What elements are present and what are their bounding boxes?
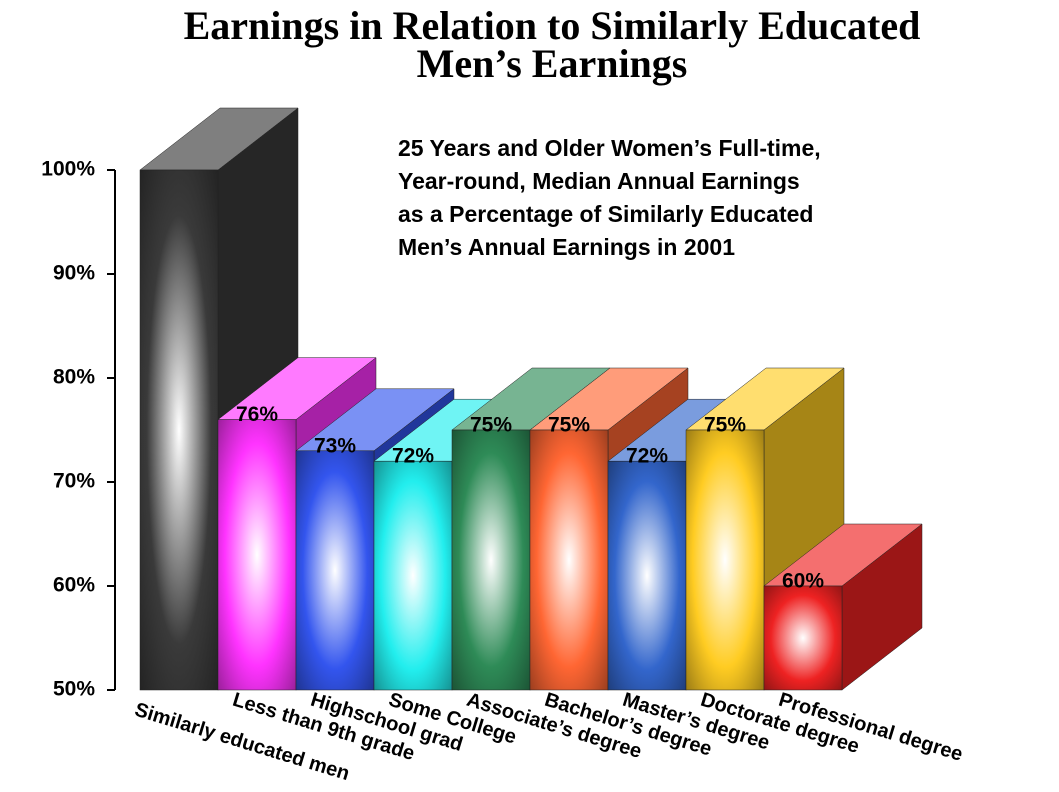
y-tick-label: 70% <box>53 470 95 493</box>
annotation: 25 Years and Older Women’s Full-time, <box>398 135 821 161</box>
value-label: 76% <box>236 403 278 426</box>
annotation: Men’s Annual Earnings in 2001 <box>398 234 735 260</box>
value-label: 75% <box>548 414 590 437</box>
value-label: 73% <box>314 434 356 457</box>
bar <box>373 460 453 691</box>
y-tick-label: 50% <box>53 678 95 701</box>
value-label: 75% <box>470 414 512 437</box>
bar <box>451 429 531 691</box>
chart-title: Earnings in Relation to Similarly Educat… <box>184 3 921 48</box>
y-tick-label: 90% <box>53 262 95 285</box>
bar <box>607 460 687 691</box>
bar <box>763 585 843 691</box>
value-label: 60% <box>782 570 824 593</box>
chart-title: Men’s Earnings <box>417 41 688 86</box>
bar <box>529 429 609 691</box>
bar <box>295 450 375 691</box>
annotation: Year-round, Median Annual Earnings <box>398 168 800 194</box>
annotation: as a Percentage of Similarly Educated <box>398 201 813 227</box>
bar <box>139 169 219 691</box>
y-tick-label: 80% <box>53 366 95 389</box>
value-label: 72% <box>626 445 668 468</box>
bar <box>217 419 297 691</box>
y-tick-label: 60% <box>53 574 95 597</box>
y-tick-label: 100% <box>41 158 95 181</box>
value-label: 72% <box>392 445 434 468</box>
value-label: 75% <box>704 414 746 437</box>
bar <box>685 429 765 691</box>
